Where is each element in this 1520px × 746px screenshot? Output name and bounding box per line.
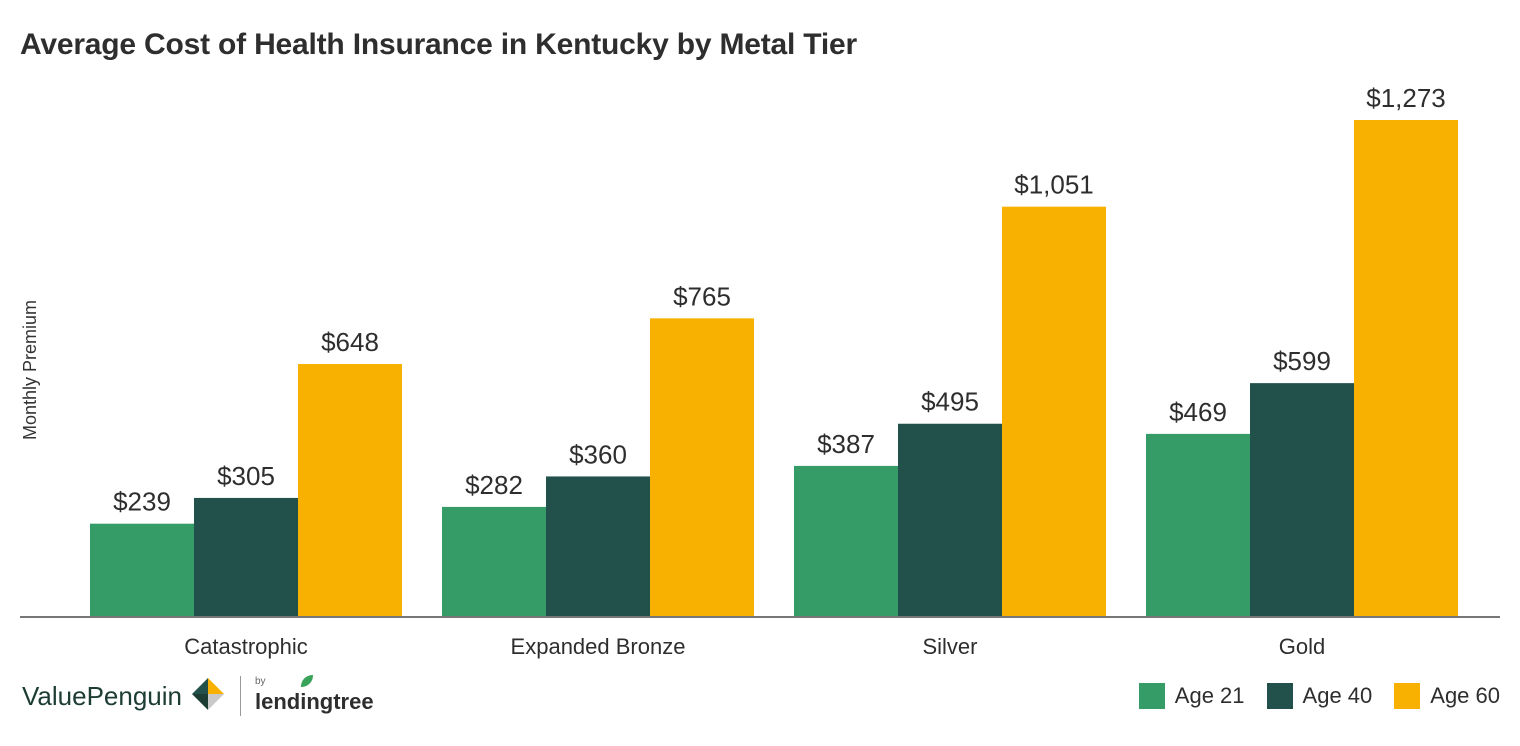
bar-expanded-bronze-age-21 (442, 506, 546, 617)
bar-catastrophic-age-60 (298, 364, 402, 617)
data-label-catastrophic-age-60: $648 (321, 327, 379, 357)
legend-item-age-60: Age 60 (1394, 683, 1500, 709)
data-label-silver-age-60: $1,051 (1014, 170, 1094, 200)
data-label-gold-age-60: $1,273 (1366, 83, 1446, 113)
legend-label-age-21: Age 21 (1174, 683, 1245, 708)
logo-divider (240, 676, 241, 716)
valuepenguin-lendingtree-logo: ValuePenguin by lendingtree (22, 672, 374, 720)
legend-swatch-age-60 (1394, 683, 1421, 709)
legend-item-age-40: Age 40 (1266, 683, 1373, 709)
bar-gold-age-40 (1250, 383, 1354, 617)
bar-silver-age-40 (898, 423, 1002, 617)
bar-silver-age-60 (1002, 206, 1106, 617)
legend-swatch-age-21 (1138, 683, 1165, 709)
logo-by-text: by (255, 676, 266, 687)
data-label-expanded-bronze-age-60: $765 (673, 281, 731, 311)
lendingtree-wordmark: lendingtree (255, 689, 374, 714)
legend-swatch-age-40 (1266, 683, 1293, 709)
category-labels-group: Catastrophic Expanded Bronze Silver Gold (184, 634, 1325, 659)
bars-group: $239 $305 $648 $282 $360 $765 $387 $495 $1,051 $4… (90, 83, 1458, 617)
x-tick-label-catastrophic: Catastrophic (184, 634, 308, 659)
x-tick-label-silver: Silver (922, 634, 977, 659)
x-tick-label-expanded-bronze: Expanded Bronze (511, 634, 686, 659)
legend: Age 21 Age 40 Age 60 (1117, 683, 1500, 709)
bar-gold-age-21 (1146, 433, 1250, 617)
bar-catastrophic-age-21 (90, 523, 194, 617)
valuepenguin-wordmark: ValuePenguin (22, 680, 182, 711)
data-label-expanded-bronze-age-40: $360 (569, 439, 627, 469)
data-label-silver-age-21: $387 (817, 429, 875, 459)
data-label-silver-age-40: $495 (921, 387, 979, 417)
lendingtree-logo: by lendingtree (255, 675, 374, 715)
data-label-gold-age-40: $599 (1273, 346, 1331, 376)
bar-silver-age-21 (794, 465, 898, 617)
bar-expanded-bronze-age-40 (546, 476, 650, 617)
data-label-catastrophic-age-21: $239 (113, 487, 171, 517)
bar-expanded-bronze-age-60 (650, 318, 754, 617)
bar-gold-age-60 (1354, 120, 1458, 617)
data-label-catastrophic-age-40: $305 (217, 461, 275, 491)
chart-title: Average Cost of Health Insurance in Kent… (20, 28, 857, 61)
bar-catastrophic-age-40 (194, 497, 298, 617)
legend-label-age-40: Age 40 (1302, 683, 1373, 708)
legend-label-age-60: Age 60 (1430, 683, 1500, 708)
valuepenguin-diamond-icon (192, 678, 224, 710)
leaf-icon (301, 675, 313, 687)
legend-item-age-21: Age 21 (1138, 683, 1245, 709)
y-axis-label: Monthly Premium (20, 300, 40, 440)
data-label-gold-age-21: $469 (1169, 397, 1227, 427)
x-tick-label-gold: Gold (1279, 634, 1325, 659)
data-label-expanded-bronze-age-21: $282 (465, 470, 523, 500)
